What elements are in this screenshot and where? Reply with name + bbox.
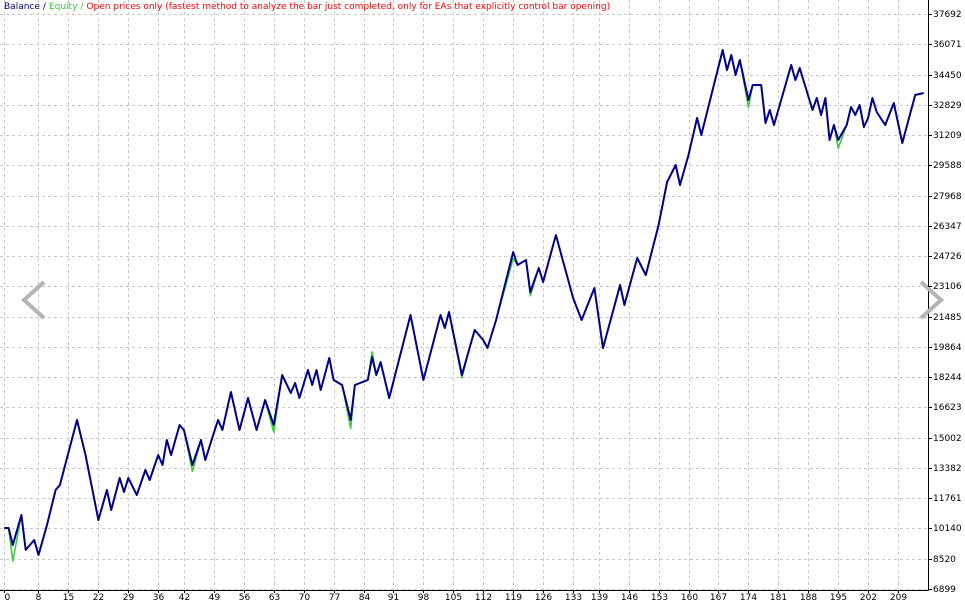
legend-text: Open prices only (fastest method to anal… xyxy=(86,2,610,12)
y-tick-label: 32829 xyxy=(933,101,962,111)
x-tick-label: 126 xyxy=(535,593,552,600)
x-tick-label: 0 xyxy=(5,593,11,600)
y-tick-label: 27968 xyxy=(933,192,962,202)
y-tick-label: 36071 xyxy=(933,40,962,50)
x-tick-label: 8 xyxy=(36,593,42,600)
y-tick-label: 19864 xyxy=(933,343,962,353)
y-tick-label: 37692 xyxy=(933,10,962,20)
x-tick-label: 105 xyxy=(445,593,462,600)
grid xyxy=(0,0,928,590)
y-tick-label: 11761 xyxy=(933,494,962,504)
x-tick-label: 202 xyxy=(860,593,877,600)
header: Balance / Equity / Open prices only (fastest… xyxy=(4,2,610,12)
x-tick-label: 56 xyxy=(239,593,251,600)
y-tick-label: 6899 xyxy=(933,585,956,595)
x-tick-label: 63 xyxy=(269,593,280,600)
y-tick-label: 21485 xyxy=(933,313,962,323)
y-tick-label: 31209 xyxy=(933,131,962,141)
x-tick-label: 139 xyxy=(591,593,608,600)
x-tick-label: 84 xyxy=(359,593,371,600)
x-tick-label: 146 xyxy=(621,593,638,600)
x-tick-label: 49 xyxy=(209,593,221,600)
x-tick-label: 167 xyxy=(710,593,727,600)
x-tick-label: 42 xyxy=(179,593,190,600)
y-tick-label: 23106 xyxy=(933,282,962,292)
y-tick-label: 18244 xyxy=(933,373,962,383)
x-tick-label: 22 xyxy=(93,593,104,600)
y-tick-label: 29588 xyxy=(933,161,962,171)
legend-text: Equity xyxy=(49,2,78,12)
x-tick-label: 153 xyxy=(651,593,668,600)
x-tick-label: 181 xyxy=(770,593,787,600)
x-tick-label: 195 xyxy=(830,593,847,600)
y-tick-label: 10140 xyxy=(933,524,962,534)
y-tick-label: 16623 xyxy=(933,403,962,413)
x-tick-label: 91 xyxy=(388,593,399,600)
series-line xyxy=(4,49,924,556)
legend-separator: / xyxy=(43,2,47,12)
x-tick-label: 174 xyxy=(740,593,757,600)
y-tick-label: 13382 xyxy=(933,464,962,474)
prev-arrow[interactable] xyxy=(21,280,46,320)
x-tick-label: 36 xyxy=(153,593,165,600)
x-tick-label: 98 xyxy=(418,593,430,600)
x-tick-label: 188 xyxy=(800,593,817,600)
y-tick-label: 24726 xyxy=(933,252,962,262)
y-tick-label: 8520 xyxy=(933,555,956,565)
x-tick-label: 209 xyxy=(890,593,907,600)
plot xyxy=(4,49,924,562)
ticks: 6899 8520 10140 11761 13382 15002 16623 18244 19… xyxy=(4,10,962,600)
x-tick-label: 112 xyxy=(475,593,492,600)
x-tick-label: 29 xyxy=(123,593,135,600)
x-tick-label: 160 xyxy=(681,593,698,600)
y-tick-label: 34450 xyxy=(933,71,962,81)
x-tick-label: 15 xyxy=(63,593,74,600)
legend-text: Balance xyxy=(4,2,40,12)
x-tick-label: 70 xyxy=(299,593,311,600)
next-arrow[interactable] xyxy=(919,280,944,320)
legend-separator: / xyxy=(80,2,84,12)
y-tick-label: 26347 xyxy=(933,222,962,232)
x-tick-label: 119 xyxy=(505,593,522,600)
x-tick-label: 77 xyxy=(329,593,340,600)
y-tick-label: 15002 xyxy=(933,434,962,444)
x-tick-label: 133 xyxy=(565,593,582,600)
